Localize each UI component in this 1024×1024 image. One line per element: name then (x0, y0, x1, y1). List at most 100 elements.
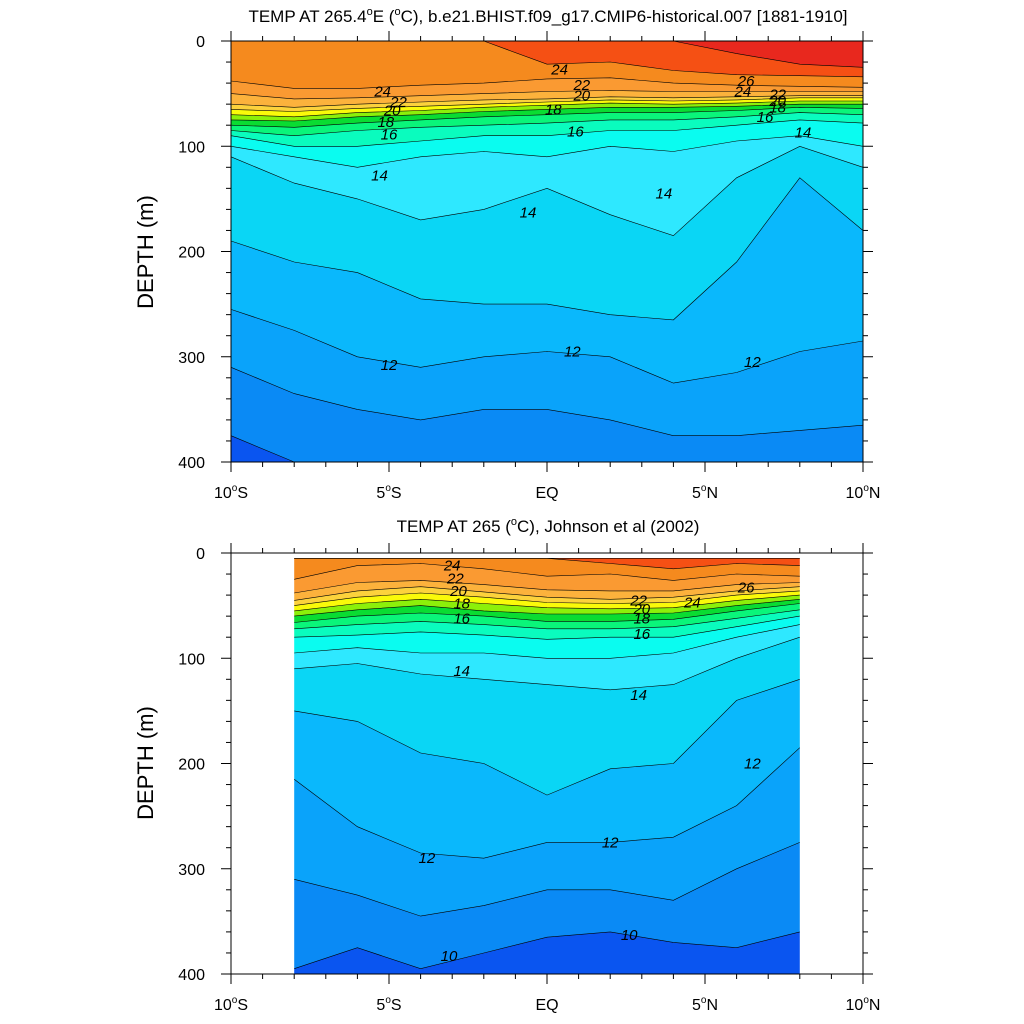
y-tick-label: 200 (178, 757, 205, 774)
isotherm-22 (230, 95, 863, 108)
isotherm-19 (294, 599, 800, 617)
contour-label: 12 (602, 834, 619, 851)
contour-band-16-17 (294, 609, 800, 640)
contour-band-24-25 (231, 41, 863, 89)
x-tick-label: 5oN (692, 483, 718, 502)
contour-band-21-22 (294, 586, 800, 606)
y-tick-label: 0 (196, 546, 205, 563)
contour-band-above-26 (231, 41, 863, 68)
x-tick-label: 5oS (376, 483, 401, 502)
contour-fill-layer (294, 558, 800, 974)
isotherm-12 (230, 309, 864, 384)
contour-band-23-24 (294, 563, 800, 593)
isotherm-20 (230, 100, 863, 118)
contour-label: 16 (567, 124, 584, 141)
contour-band-20-21 (231, 97, 863, 117)
contour-band-23-24 (231, 77, 863, 99)
y-axis-label: DEPTH (m) (133, 195, 158, 309)
contour-band-13-14 (231, 146, 863, 320)
contour-label: 12 (744, 354, 761, 371)
contour-fill-layer (231, 41, 863, 462)
contour-label: 22 (629, 592, 647, 609)
x-tick-label: 5oS (376, 995, 401, 1014)
contour-band-20-21 (294, 590, 800, 611)
isotherm-20 (294, 594, 800, 612)
y-tick-label: 300 (178, 350, 205, 367)
x-tick-label: 5oN (692, 995, 718, 1014)
y-tick-label: 300 (178, 862, 205, 879)
isotherm-22 (294, 586, 800, 601)
contour-label: 22 (389, 94, 407, 111)
isotherm-16 (230, 119, 864, 147)
panel-title: TEMP AT 265.4oE (oC), b.e21.BHIST.f09_g1… (248, 6, 847, 26)
x-tick-label: 10oS (214, 995, 248, 1014)
x-tick-label: EQ (535, 997, 558, 1014)
x-tick-label: 10oN (846, 483, 881, 502)
contour-label: 18 (545, 101, 562, 118)
contour-label: 14 (371, 168, 388, 185)
contour-label: 20 (632, 601, 650, 618)
contour-band-19-20 (294, 595, 800, 617)
contour-band-17-18 (294, 603, 800, 629)
observed-temperature-panel: TEMP AT 265 (oC), Johnson et al (2002) D… (133, 516, 880, 1014)
isotherm-13 (294, 679, 800, 796)
x-tick-label: 10oS (214, 483, 248, 502)
isotherm-10 (294, 931, 800, 970)
isotherm-21 (230, 97, 863, 112)
model-temperature-panel: TEMP AT 265.4oE (oC), b.e21.BHIST.f09_g1… (133, 6, 880, 502)
contour-label: 14 (795, 125, 812, 142)
contour-label: 12 (381, 357, 398, 374)
contour-band-11-12 (294, 747, 800, 917)
contour-band-25-26 (231, 41, 863, 77)
contour-label: 22 (446, 570, 464, 587)
contour-band-18-19 (294, 599, 800, 623)
contour-label: 24 (443, 558, 461, 575)
isotherm-12 (294, 747, 801, 859)
contour-band-25-26 (294, 558, 800, 569)
isotherm-19 (230, 103, 863, 122)
axes-layer: 0 100 200 300 400 10oS 5oS EQ 5oN 10oN (178, 543, 880, 1014)
isotherm-13 (230, 177, 864, 321)
contour-band-19-20 (231, 101, 863, 121)
contour-label: 14 (520, 205, 537, 222)
contour-band-16-17 (231, 112, 863, 147)
contour-label: 24 (373, 84, 391, 101)
isotherm-23 (294, 580, 800, 594)
isotherm-24 (294, 563, 800, 581)
isotherm-11 (294, 842, 800, 917)
contour-band-22-23 (294, 580, 800, 601)
isotherm-11 (230, 367, 864, 436)
contour-label: 18 (453, 596, 470, 613)
contour-label: 12 (419, 850, 436, 867)
isotherm-15 (294, 624, 800, 659)
panel-title: TEMP AT 265 (oC), Johnson et al (2002) (397, 516, 700, 536)
contour-label: 26 (737, 73, 755, 90)
y-tick-label: 200 (178, 245, 205, 262)
y-tick-label: 400 (178, 967, 205, 984)
contour-label: 26 (737, 580, 755, 597)
contour-band-10-11 (294, 842, 800, 969)
contour-label: 14 (453, 663, 470, 680)
y-tick-label: 100 (178, 651, 205, 668)
contour-label: 10 (441, 948, 458, 965)
y-axis-label: DEPTH (m) (133, 706, 158, 820)
contour-label: 24 (734, 84, 752, 101)
isotherm-21 (294, 590, 800, 606)
contour-band-21-22 (231, 95, 863, 112)
contour-label: 18 (769, 99, 786, 116)
contour-band-15-16 (294, 616, 800, 659)
contour-band-18-19 (231, 104, 863, 128)
isotherm-17 (230, 112, 864, 137)
isotherm-23 (230, 90, 863, 100)
contour-label: 16 (381, 127, 398, 144)
contour-label: 16 (757, 109, 774, 126)
contour-label: 20 (383, 103, 401, 120)
isotherm-16 (294, 615, 800, 640)
isotherm-17 (294, 609, 800, 630)
contour-label: 22 (768, 87, 786, 104)
contour-label: 18 (633, 610, 650, 627)
contour-label: 12 (564, 344, 581, 361)
